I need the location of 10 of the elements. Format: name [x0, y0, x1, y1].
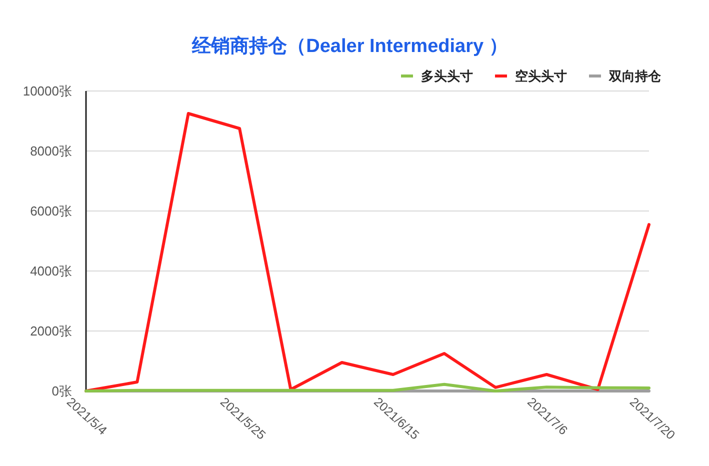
- title: 经销商持仓（Dealer Intermediary ）: [192, 36, 508, 57]
- legend-label: 多头头寸: [421, 68, 473, 84]
- y-tick-label: 8000张: [30, 144, 72, 158]
- y-tick-label: 0张: [52, 384, 72, 398]
- y-tick-label: 6000张: [30, 204, 72, 218]
- legend-label: 双向持仓: [608, 68, 662, 84]
- legend-label: 空头头寸: [515, 68, 567, 84]
- y-tick-label: 10000张: [22, 84, 72, 98]
- y-tick-label: 4000张: [30, 264, 72, 278]
- y-tick-label: 2000张: [30, 324, 72, 338]
